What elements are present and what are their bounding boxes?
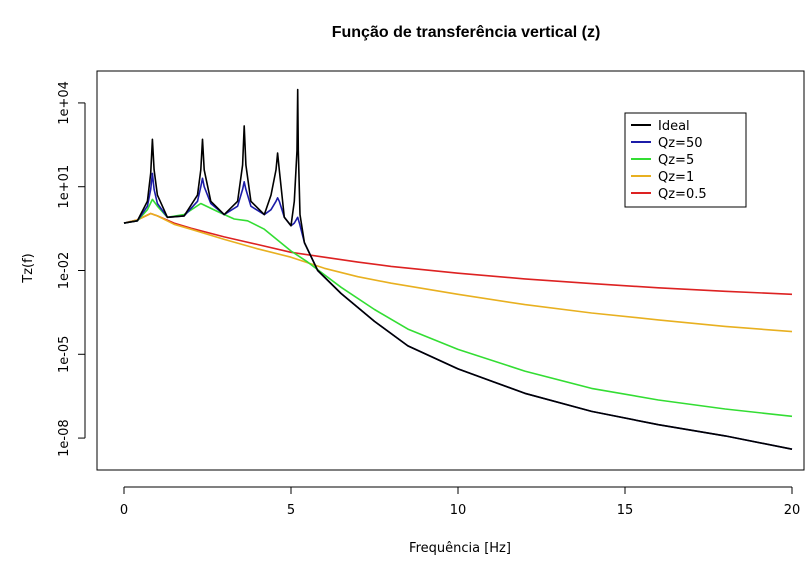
y-tick-label: 1e+04 — [57, 81, 72, 125]
x-tick-label: 0 — [120, 503, 128, 518]
series-layer — [123, 88, 793, 450]
legend-label: Qz=0.5 — [658, 187, 707, 202]
y-tick-label: 1e-02 — [57, 252, 72, 290]
x-tick-label: 15 — [617, 503, 634, 518]
y-axis: 1e-08 1e-05 1e-02 1e+01 1e+04 — [57, 81, 86, 457]
legend-label: Qz=1 — [658, 170, 694, 185]
x-tick-label: 20 — [784, 503, 801, 518]
plot-frame — [96, 70, 805, 471]
x-axis-label: Frequência [Hz] — [409, 541, 511, 556]
x-axis: 0 5 10 15 20 — [120, 486, 801, 518]
y-tick-label: 1e+01 — [57, 165, 72, 209]
y-tick-label: 1e-05 — [57, 336, 72, 374]
x-tick-label: 10 — [450, 503, 467, 518]
x-tick-label: 5 — [287, 503, 295, 518]
series-line-ideal — [123, 88, 793, 450]
legend: Ideal Qz=50 Qz=5 Qz=1 Qz=0.5 — [624, 112, 747, 208]
series-line-qz-5 — [123, 198, 793, 418]
legend-label: Qz=50 — [658, 136, 703, 151]
legend-label: Qz=5 — [658, 153, 694, 168]
y-tick-label: 1e-08 — [57, 419, 72, 457]
y-axis-label: Tz(f) — [21, 253, 36, 284]
series-line-qz-0-5 — [123, 212, 793, 296]
legend-label: Ideal — [658, 119, 690, 134]
chart-title: Função de transferência vertical (z) — [332, 24, 601, 41]
